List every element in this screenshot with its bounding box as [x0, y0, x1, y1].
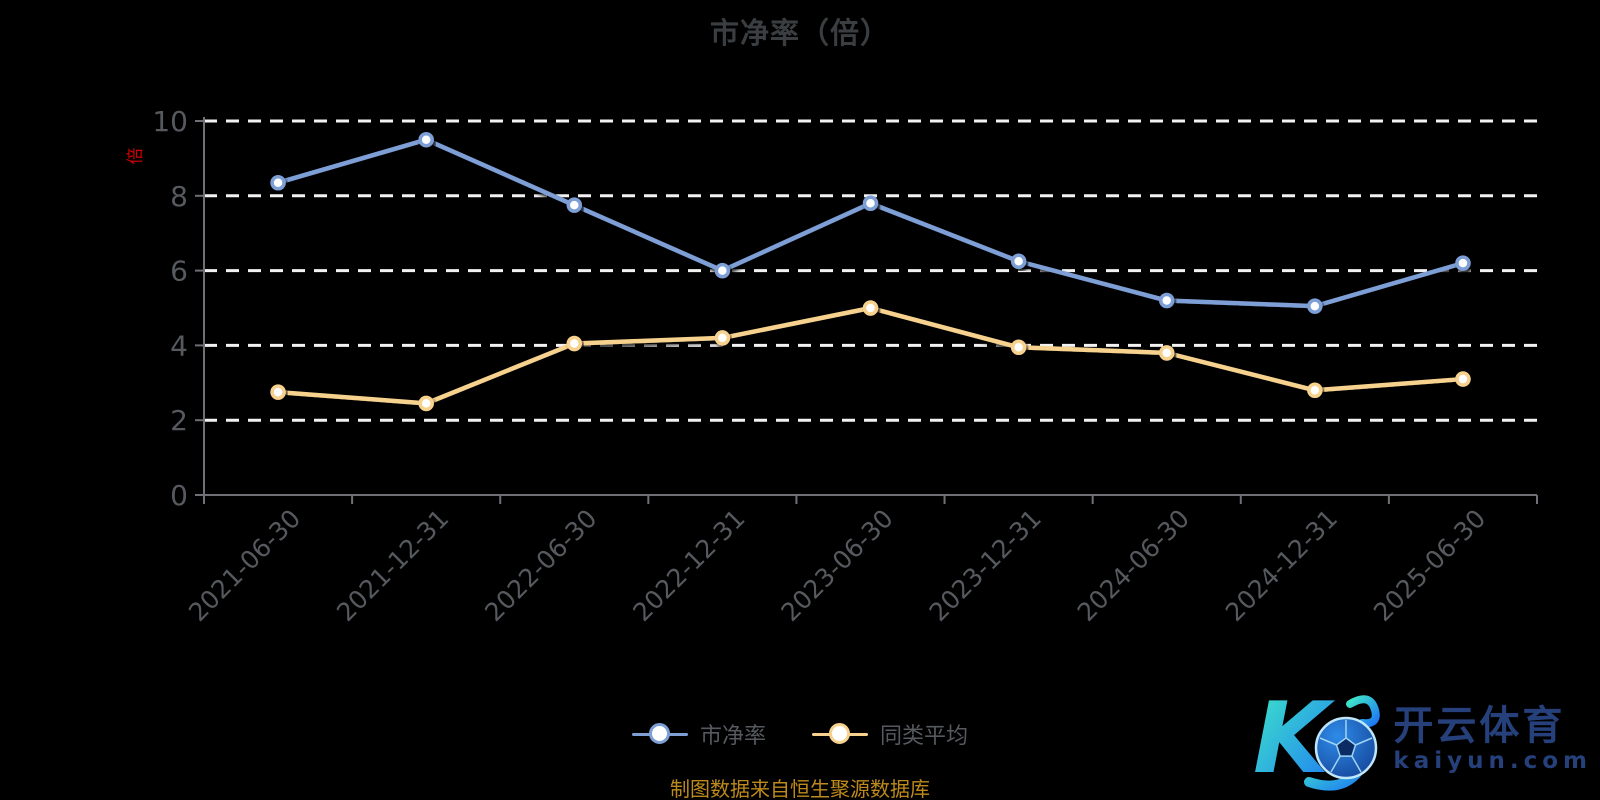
chart-legend: 市净率 同类平均 [0, 718, 1600, 750]
svg-text:2023-06-30: 2023-06-30 [775, 504, 898, 627]
svg-text:2025-06-30: 2025-06-30 [1368, 504, 1491, 627]
chart-title: 市净率（倍） [709, 16, 890, 50]
svg-text:2: 2 [170, 404, 188, 437]
legend-marker-avg-icon [812, 722, 868, 746]
kaiyun-watermark[interactable]: K 开云体育 kaiyun.com [1253, 686, 1592, 792]
svg-text:2021-12-31: 2021-12-31 [331, 504, 454, 627]
legend-label-pb: 市净率 [699, 724, 766, 749]
svg-text:6: 6 [170, 255, 188, 288]
legend-item-avg[interactable]: 同类平均 [812, 718, 968, 750]
svg-text:10: 10 [152, 105, 188, 138]
kaiyun-url: kaiyun.com [1393, 747, 1592, 774]
svg-text:8: 8 [170, 180, 188, 213]
legend-item-pb[interactable]: 市净率 [631, 718, 766, 750]
svg-text:2023-12-31: 2023-12-31 [924, 504, 1047, 627]
svg-text:2024-12-31: 2024-12-31 [1220, 504, 1343, 627]
data-source-note: 制图数据来自恒生聚源数据库 [670, 777, 930, 800]
svg-text:2022-06-30: 2022-06-30 [479, 504, 602, 627]
svg-text:2024-06-30: 2024-06-30 [1072, 504, 1195, 627]
svg-text:2021-06-30: 2021-06-30 [183, 504, 306, 627]
kaiyun-brand-name: 开云体育 [1393, 702, 1566, 749]
legend-marker-pb-icon [631, 722, 688, 746]
svg-text:0: 0 [170, 479, 188, 512]
kaiyun-logo-icon: K [1253, 686, 1381, 792]
svg-text:2022-12-31: 2022-12-31 [627, 504, 750, 627]
legend-label-avg: 同类平均 [880, 724, 969, 749]
svg-text:4: 4 [170, 329, 188, 362]
